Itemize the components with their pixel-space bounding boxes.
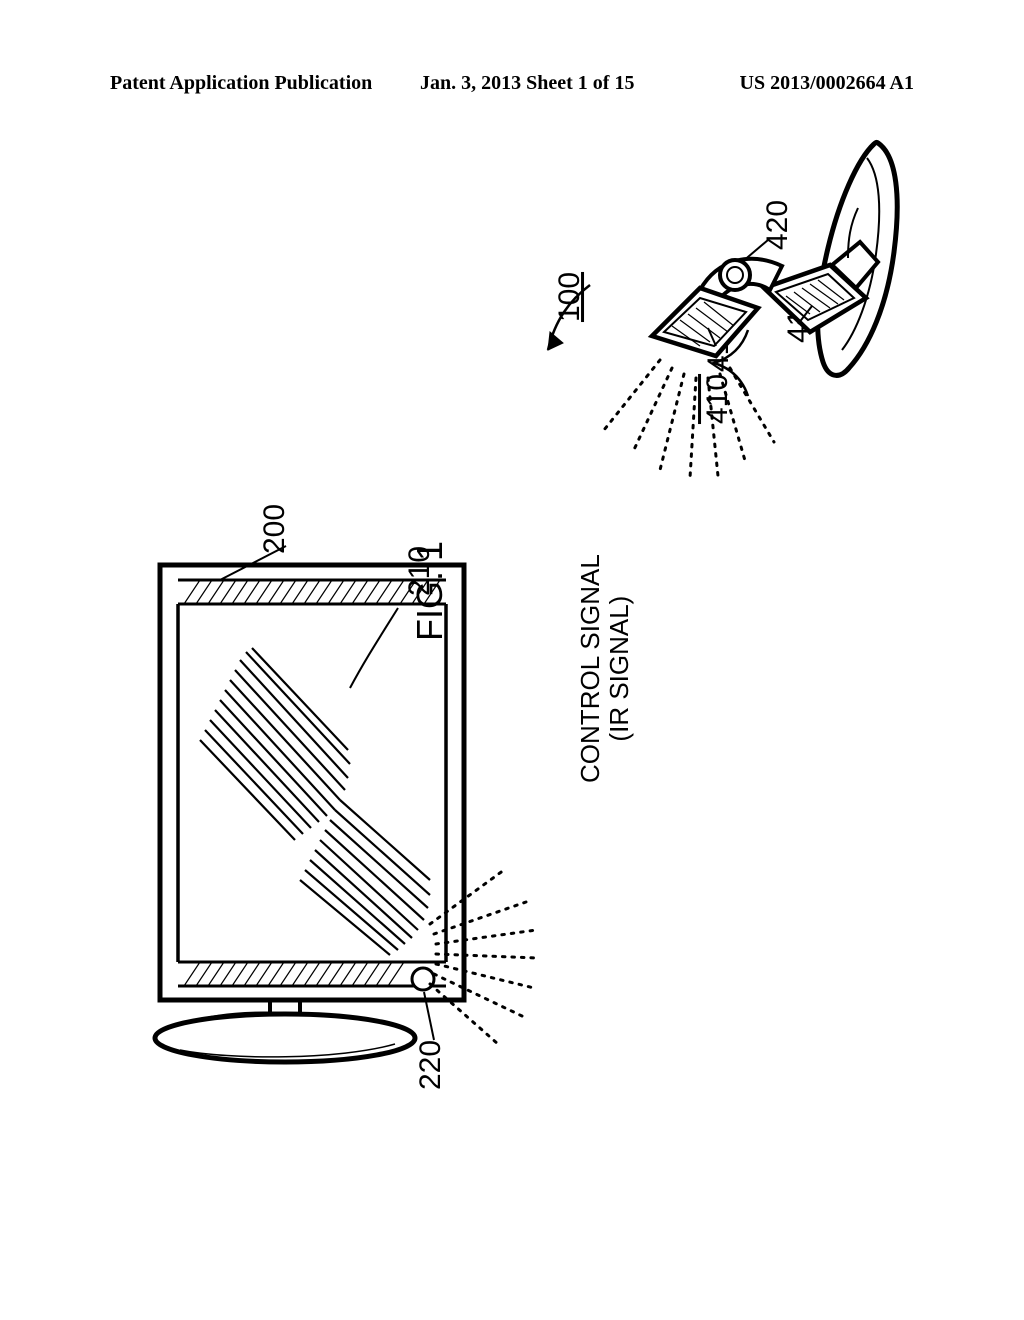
patent-page: Patent Application Publication Jan. 3, 2… — [0, 0, 1024, 1320]
figure-1: FIG. 1 100 200 210 220 400 420 410 411 4… — [0, 0, 1024, 1320]
figure-svg — [0, 0, 1024, 1320]
